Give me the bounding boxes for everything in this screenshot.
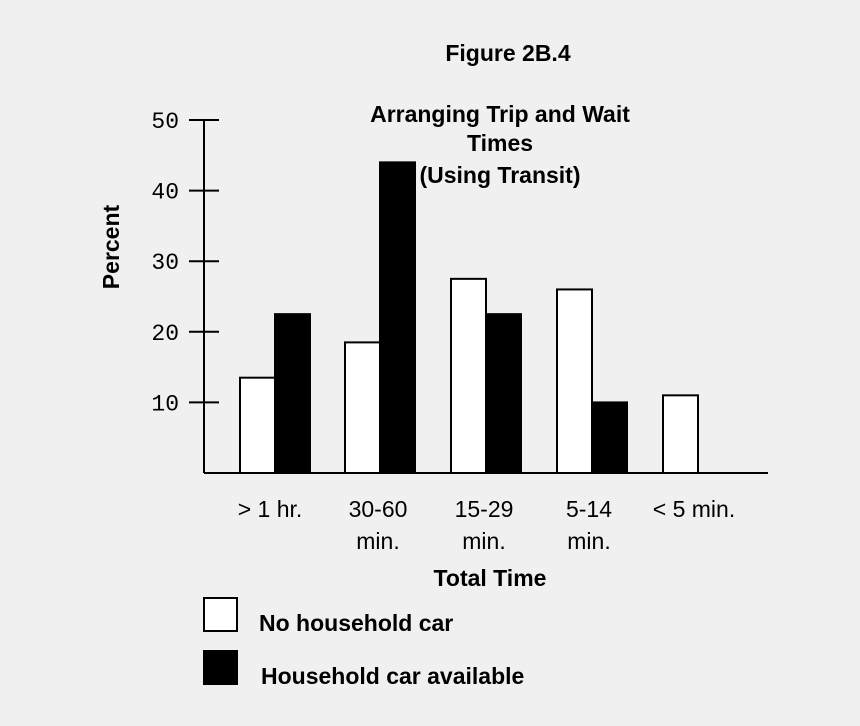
bar-household-car-available	[485, 313, 522, 474]
x-axis-label: Total Time	[434, 565, 547, 591]
chart-title: Arranging Trip and Wait Times (Using Trans…	[370, 101, 630, 188]
bar-no-household-car	[450, 277, 487, 474]
legend-label: Household car available	[261, 663, 524, 689]
bar-household-car-available	[379, 161, 416, 475]
y-tick-label: 20	[151, 321, 179, 347]
legend-swatch	[203, 650, 238, 685]
bar-no-household-car	[556, 288, 593, 474]
x-tick-labels: > 1 hr. 30-60 min. 15-29 min. 5-14 min. < 5 min…	[238, 496, 736, 554]
x-tick-label: 5-14	[566, 496, 612, 522]
y-tick-label: 30	[151, 250, 179, 276]
bar-no-household-car	[662, 394, 699, 474]
y-axis-label: Percent	[98, 204, 124, 289]
x-tick-label: min.	[356, 528, 399, 554]
bar-household-car-available	[591, 401, 628, 474]
x-tick-label: > 1 hr.	[238, 496, 303, 522]
legend: No household car Household car available	[203, 597, 524, 689]
bar-no-household-car	[239, 376, 276, 474]
chart-title-line: Times	[467, 130, 533, 156]
y-ticks: 10 20 30 40 50	[151, 109, 219, 417]
bar-no-household-car	[344, 341, 381, 475]
chart-title-line: Arranging Trip and Wait	[370, 101, 630, 127]
x-tick-label: < 5 min.	[653, 496, 735, 522]
figure-label: Figure 2B.4	[445, 40, 570, 66]
legend-label: No household car	[259, 610, 453, 636]
x-tick-label: 30-60	[349, 496, 408, 522]
x-tick-label: 15-29	[455, 496, 514, 522]
y-tick-label: 40	[151, 180, 179, 206]
legend-swatch	[203, 597, 238, 632]
y-tick-label: 10	[151, 391, 179, 417]
x-tick-label: min.	[567, 528, 610, 554]
y-tick-label: 50	[151, 109, 179, 135]
chart-title-line: (Using Transit)	[419, 162, 580, 188]
x-tick-label: min.	[462, 528, 505, 554]
bars	[239, 161, 699, 475]
bar-household-car-available	[274, 313, 311, 474]
